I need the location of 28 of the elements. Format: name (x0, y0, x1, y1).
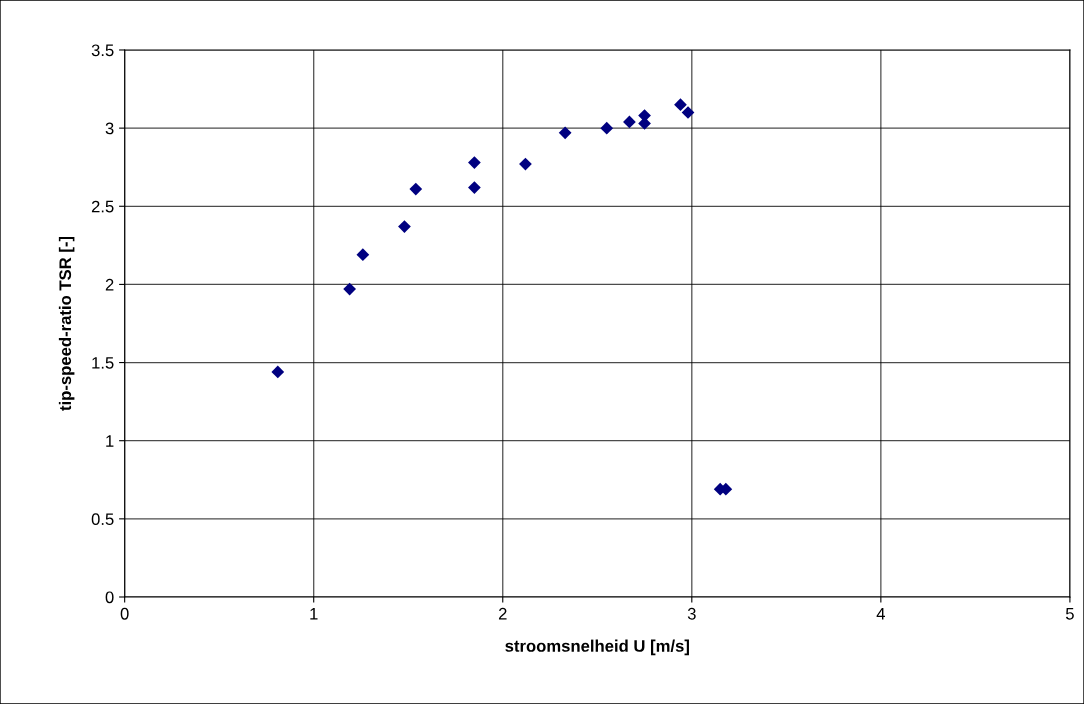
point (468, 181, 481, 194)
point (271, 365, 285, 379)
point (674, 98, 687, 112)
point (343, 282, 356, 296)
point (623, 115, 636, 129)
point (600, 121, 614, 135)
y-axis-title: tip-speed-ratio TSR [-] (58, 236, 75, 411)
x-tick-label: 5 (1065, 608, 1074, 620)
x-axis-title: stroomsnelheid U [m/s] (505, 639, 689, 656)
point (519, 157, 532, 171)
y-tick-label: 1 (106, 435, 114, 447)
y-tick-label: 2 (105, 278, 114, 291)
x-tick-label: 0 (120, 607, 129, 620)
point (409, 182, 423, 196)
y-tick-label: 3 (105, 122, 114, 135)
point (468, 156, 481, 169)
y-tick-label: 1.5 (92, 357, 114, 369)
point (558, 126, 572, 140)
x-tick-label: 3 (687, 607, 696, 620)
x-tick-label: 2 (498, 607, 507, 620)
x-tick-label: 1 (310, 608, 318, 620)
y-tick-label: 3.5 (91, 44, 114, 57)
x-tick-label: 4 (876, 608, 886, 620)
y-tick-label: 0.5 (91, 513, 114, 526)
point (398, 220, 411, 233)
y-tick-label: 2.5 (91, 200, 114, 213)
point (356, 248, 370, 262)
y-tick-label: 0 (105, 591, 114, 604)
